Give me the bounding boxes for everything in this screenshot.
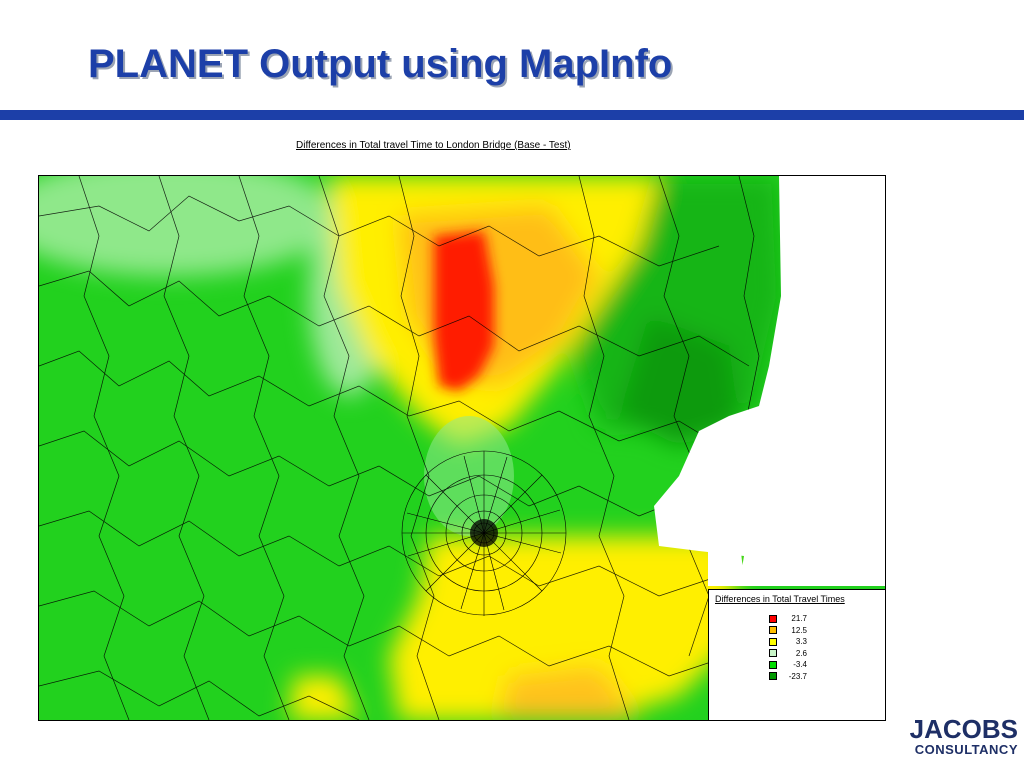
legend-item: 21.7 xyxy=(769,613,807,625)
central-london-dense-zones xyxy=(470,519,498,547)
legend-item: -23.7 xyxy=(769,671,807,683)
map-caption: Differences in Total travel Time to Lond… xyxy=(296,140,571,151)
legend-value: 21.7 xyxy=(791,614,807,624)
legend-item: 12.5 xyxy=(769,625,807,637)
jacobs-consultancy-logo: JACOBS CONSULTANCY xyxy=(910,716,1018,757)
legend-value: -3.4 xyxy=(793,660,807,670)
travel-time-map[interactable] xyxy=(39,176,885,720)
legend-swatch-green xyxy=(769,660,777,669)
legend-swatch-yellow xyxy=(769,637,777,646)
legend-value: 3.3 xyxy=(795,637,807,647)
legend-swatch-red xyxy=(769,614,777,623)
map-legend: Differences in Total Travel Times 21.7 1… xyxy=(708,589,885,720)
legend-title: Differences in Total Travel Times xyxy=(715,594,845,604)
map-frame[interactable]: Differences in Total Travel Times 21.7 1… xyxy=(38,175,886,721)
legend-item: 2.6 xyxy=(769,648,807,660)
sea-area xyxy=(654,176,885,586)
legend-swatch-dark-green xyxy=(769,672,777,681)
legend-item: -3.4 xyxy=(769,659,807,671)
legend-item: 3.3 xyxy=(769,636,807,648)
legend-items: 21.7 12.5 3.3 2.6 -3.4 -23.7 xyxy=(769,613,807,682)
zone-boundaries xyxy=(39,176,770,720)
legend-swatch-orange xyxy=(769,626,777,635)
legend-value: 2.6 xyxy=(795,648,807,658)
legend-value: 12.5 xyxy=(791,625,807,635)
logo-line1: JACOBS xyxy=(909,714,1018,744)
legend-value: -23.7 xyxy=(788,671,807,681)
logo-line2: CONSULTANCY xyxy=(914,742,1018,757)
legend-swatch-pale-green xyxy=(769,649,777,658)
slide-title: PLANET Output using MapInfo xyxy=(88,42,673,86)
title-rule xyxy=(0,110,1024,120)
red-core xyxy=(434,231,494,391)
